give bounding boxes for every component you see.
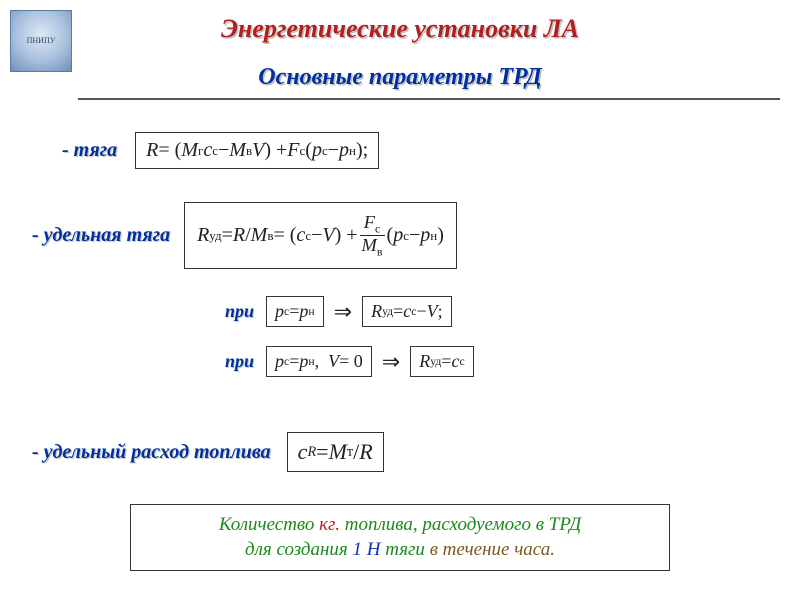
- row-condition-2: при pc = pн, V = 0 ⇒ Rуд = cc: [225, 346, 474, 377]
- formula-spec-thrust: Rуд = R / Mв = (cc − V) + FcMв(pc − pн): [184, 202, 457, 269]
- arrow-icon: ⇒: [382, 349, 400, 375]
- note-box: Количество кг. топлива, расходуемого в Т…: [130, 504, 670, 571]
- label-spec-thrust: - удельная тяга: [32, 224, 170, 247]
- note-kg: кг.: [319, 514, 340, 535]
- label-when-1: при: [225, 301, 254, 322]
- arrow-icon: ⇒: [334, 299, 352, 325]
- note-1n: 1 Н: [353, 539, 381, 560]
- note-p2: топлива, расходуемого в ТРД: [340, 514, 581, 535]
- formula-cond2: pc = pн, V = 0: [266, 346, 372, 377]
- note-p1: Количество: [219, 514, 319, 535]
- label-when-2: при: [225, 351, 254, 372]
- note-hour: в течение часа.: [430, 539, 555, 560]
- divider: [78, 98, 780, 100]
- formula-res2: Rуд = cc: [410, 346, 473, 377]
- note-p3: для создания: [245, 539, 352, 560]
- note-p4: тяги: [380, 539, 429, 560]
- formula-res1: Rуд = cc − V;: [362, 296, 452, 327]
- label-thrust: - тяга: [62, 139, 117, 162]
- row-condition-1: при pc = pн ⇒ Rуд = cc − V;: [225, 296, 452, 327]
- formula-sfc: cR = Mт / R: [287, 432, 384, 472]
- page-subtitle: Основные параметры ТРД: [0, 64, 800, 91]
- row-specific-thrust: - удельная тяга Rуд = R / Mв = (cc − V) …: [32, 202, 457, 269]
- label-sfc: - удельный расход топлива: [32, 441, 271, 464]
- page-title: Энергетические установки ЛА: [0, 14, 800, 44]
- formula-thrust: R = (Mгcc − MвV) + Fc(pc − pн);: [135, 132, 379, 169]
- formula-cond1: pc = pн: [266, 296, 324, 327]
- row-thrust: - тяга R = (Mгcc − MвV) + Fc(pc − pн);: [62, 132, 379, 169]
- row-sfc: - удельный расход топлива cR = Mт / R: [32, 432, 384, 472]
